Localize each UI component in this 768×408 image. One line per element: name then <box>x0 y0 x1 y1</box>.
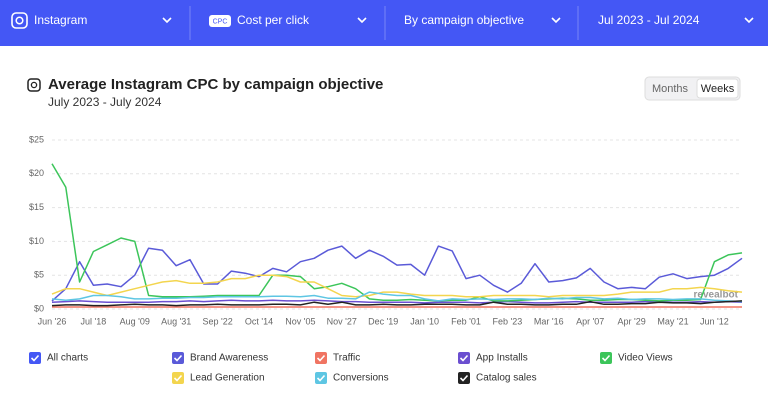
checkbox <box>458 372 470 384</box>
instagram-icon <box>11 12 28 29</box>
x-tick-label: May '21 <box>657 316 688 326</box>
y-tick-label: $5 <box>34 270 44 280</box>
legend-label: Video Views <box>618 353 673 364</box>
checkbox <box>600 352 612 364</box>
watermark: revealbot <box>694 290 739 301</box>
checkmark <box>30 354 40 362</box>
x-tick-label: Feb '01 <box>451 316 481 326</box>
dropdown-date[interactable]: Jul 2023 - Jul 2024 <box>598 13 754 27</box>
legend-label: App Installs <box>476 353 528 364</box>
checkmark <box>601 354 611 362</box>
dropdown-label: Jul 2023 - Jul 2024 <box>598 13 700 27</box>
chevron <box>162 17 172 24</box>
legend-item[interactable]: Conversions <box>315 372 389 384</box>
checkmark <box>173 374 183 382</box>
dropdown-label: Instagram <box>34 13 87 27</box>
legend-label: Conversions <box>333 373 389 384</box>
legend-item[interactable]: Brand Awareness <box>172 352 268 364</box>
legend-label: Brand Awareness <box>190 353 268 364</box>
y-tick-label: $20 <box>29 168 44 178</box>
x-tick-label: Jul '18 <box>81 316 107 326</box>
series-line <box>51 300 743 307</box>
toggle-weeks[interactable]: Weeks <box>701 83 735 95</box>
chart-subtitle: July 2023 - July 2024 <box>48 95 162 109</box>
dropdown-label: By campaign objective <box>404 13 524 27</box>
chevron <box>744 17 754 24</box>
y-tick-label: $15 <box>29 202 44 212</box>
x-tick-label: Apr '29 <box>617 316 645 326</box>
x-tick-label: Nov '05 <box>285 316 315 326</box>
legend-item[interactable]: App Installs <box>458 352 528 364</box>
x-tick-label: Aug '31 <box>161 316 191 326</box>
checkmark <box>459 374 469 382</box>
legend-all[interactable]: All charts <box>29 352 88 364</box>
x-tick-label: Dec '19 <box>368 316 398 326</box>
legend-item[interactable]: Video Views <box>600 352 673 364</box>
chevron <box>551 17 561 24</box>
x-tick-label: Feb '23 <box>493 316 523 326</box>
x-tick-label: Sep '22 <box>202 316 232 326</box>
toolbar <box>0 0 768 46</box>
checkmark <box>173 354 183 362</box>
legend-label: Traffic <box>333 353 360 364</box>
checkmark <box>316 354 326 362</box>
y-tick-label: $10 <box>29 236 44 246</box>
metric-badge-text: CPC <box>213 18 228 25</box>
dropdown-metric[interactable]: CPC Cost per click <box>209 13 367 27</box>
x-tick-label: Nov '27 <box>327 316 357 326</box>
checkbox <box>458 352 470 364</box>
chevron <box>357 17 367 24</box>
x-tick-label: Oct '14 <box>245 316 273 326</box>
legend-label: Catalog sales <box>476 373 537 384</box>
y-tick-label: $25 <box>29 134 44 144</box>
series-line <box>51 245 743 302</box>
dropdown-label: Cost per click <box>237 13 310 27</box>
toggle-active <box>696 78 739 99</box>
chart-title: Average Instagram CPC by campaign object… <box>48 76 383 93</box>
x-tick-label: Jun '26 <box>38 316 67 326</box>
metric-badge <box>209 15 231 27</box>
checkmark <box>459 354 469 362</box>
checkbox <box>29 352 41 364</box>
x-tick-label: Mar '16 <box>534 316 564 326</box>
x-tick-label: Aug '09 <box>120 316 150 326</box>
x-tick-label: Apr '07 <box>576 316 604 326</box>
instagram-icon-lens <box>30 81 38 89</box>
legend-item[interactable]: Catalog sales <box>458 372 537 384</box>
legend-item[interactable]: Traffic <box>315 352 360 364</box>
instagram-icon <box>27 78 41 92</box>
x-tick-label: Jan '10 <box>410 316 439 326</box>
series-line <box>51 291 743 303</box>
series-line <box>51 163 743 302</box>
toggle-months[interactable]: Months <box>652 83 689 95</box>
dropdown-platform[interactable]: Instagram <box>11 12 172 29</box>
y-tick-label: $0 <box>34 303 44 313</box>
series-line <box>51 274 743 298</box>
checkbox <box>172 372 184 384</box>
legend-label: Lead Generation <box>190 373 265 384</box>
checkbox <box>172 352 184 364</box>
instagram-icon-lens <box>15 16 24 25</box>
checkmark <box>316 374 326 382</box>
checkbox <box>315 372 327 384</box>
checkbox <box>315 352 327 364</box>
legend-item[interactable]: Lead Generation <box>172 372 265 384</box>
x-tick-label: Jun '12 <box>700 316 729 326</box>
legend-label: All charts <box>47 353 88 364</box>
series-line <box>51 299 743 304</box>
dropdown-breakdown[interactable]: By campaign objective <box>404 13 561 27</box>
